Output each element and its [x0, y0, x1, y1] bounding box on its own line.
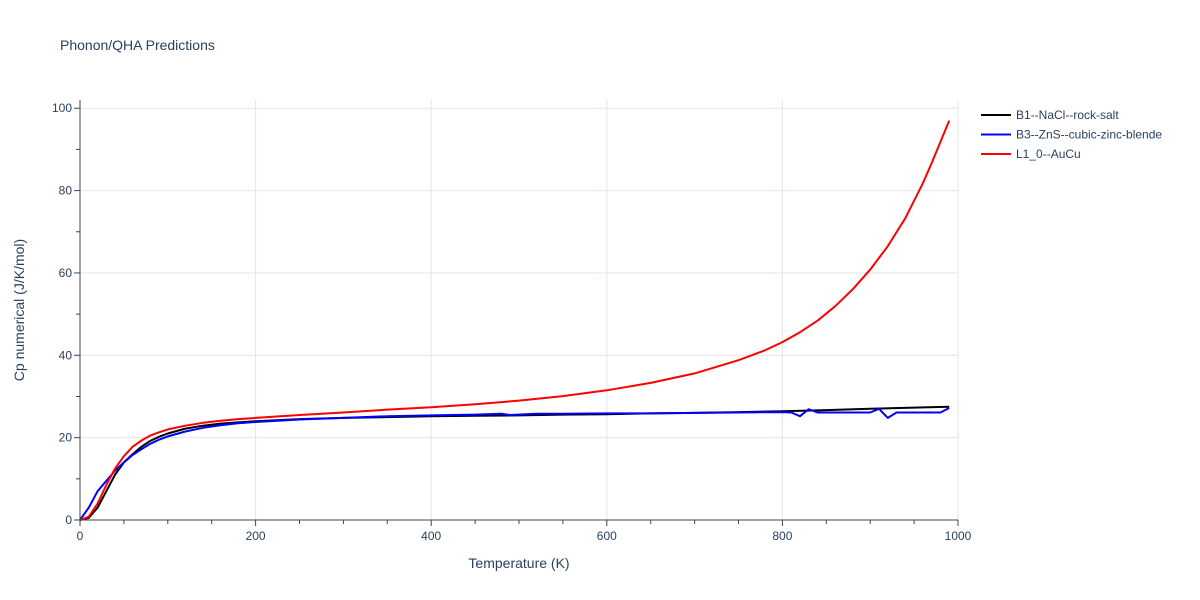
y-tick-label: 40: [59, 348, 73, 362]
grid: [80, 100, 959, 520]
x-tick-label: 0: [77, 529, 84, 543]
x-axis-title: Temperature (K): [468, 555, 569, 571]
series-line-l1-0-aucu: [79, 120, 951, 521]
legend[interactable]: B1--NaCl--rock-salt B3--ZnS--cubic-zinc-b…: [981, 108, 1162, 161]
legend-item[interactable]: B1--NaCl--rock-salt: [981, 108, 1119, 122]
x-tick-label: 1000: [945, 529, 972, 543]
x-tick-label: 800: [772, 529, 792, 543]
legend-label: L1_0--AuCu: [1016, 147, 1081, 161]
y-tick-label: 20: [59, 431, 73, 445]
y-tick-label: 100: [52, 101, 72, 115]
axes: [74, 100, 959, 526]
x-tick-label: 200: [246, 529, 266, 543]
series-layer: [79, 120, 951, 521]
series-line-b3-zns-cubic-zinc-blende: [79, 407, 950, 521]
x-tick-label: 600: [597, 529, 617, 543]
y-tick-label: 80: [59, 184, 73, 198]
y-tick-label: 60: [59, 266, 73, 280]
y-axis-title: Cp numerical (J/K/mol): [11, 239, 27, 381]
chart-title: Phonon/QHA Predictions: [60, 37, 215, 53]
series-line-b1-nacl-rock-salt: [79, 405, 950, 521]
tick-labels: 0 200 400 600 800 1000 0 20 40 60 80 100: [52, 101, 972, 543]
legend-item[interactable]: L1_0--AuCu: [981, 147, 1081, 161]
x-tick-label: 400: [421, 529, 441, 543]
legend-label: B1--NaCl--rock-salt: [1016, 108, 1119, 122]
y-tick-label: 0: [65, 513, 72, 527]
legend-item[interactable]: B3--ZnS--cubic-zinc-blende: [981, 128, 1162, 142]
legend-label: B3--ZnS--cubic-zinc-blende: [1016, 128, 1162, 142]
